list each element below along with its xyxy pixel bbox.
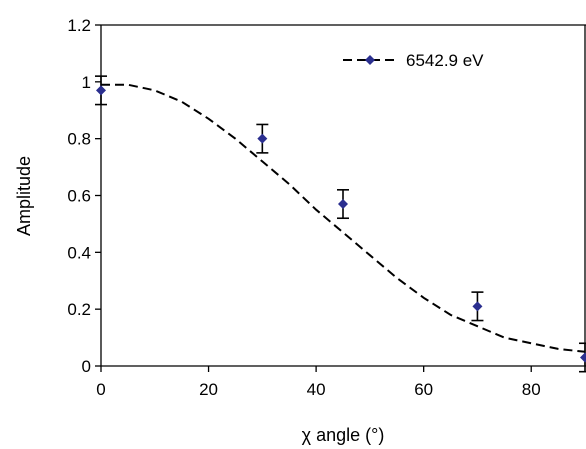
y-tick-label: 1.2 (67, 16, 91, 35)
y-tick-label: 0.2 (67, 300, 91, 319)
y-axis-label: Amplitude (14, 156, 34, 236)
legend: 6542.9 eV (343, 51, 484, 70)
y-tick-label: 0 (82, 357, 91, 376)
x-axis: 0 20 40 60 80 (96, 365, 586, 399)
y-tick-label: 1 (82, 73, 91, 92)
x-ticks: 0 20 40 60 80 (96, 366, 541, 399)
data-point (472, 301, 483, 312)
y-ticks: 0 0.2 0.4 0.6 0.8 1 1.2 (67, 16, 101, 376)
data-point (96, 85, 106, 96)
y-tick-label: 0.6 (67, 187, 91, 206)
x-tick-label: 20 (199, 380, 218, 399)
x-tick-label: 80 (522, 380, 541, 399)
x-tick-label: 60 (414, 380, 433, 399)
legend-label: 6542.9 eV (406, 51, 484, 70)
y-tick-label: 0.8 (67, 130, 91, 149)
x-axis-label: χ angle (°) (302, 425, 385, 445)
error-bars (95, 75, 586, 373)
legend-marker (365, 55, 375, 65)
data-point (257, 133, 268, 144)
x-tick-label: 0 (96, 380, 105, 399)
y-tick-label: 0.4 (67, 243, 91, 262)
data-points (96, 85, 586, 363)
x-tick-label: 40 (307, 380, 326, 399)
data-point (338, 199, 348, 210)
data-point (580, 352, 586, 363)
y-axis: 0 0.2 0.4 0.6 0.8 1 1.2 (67, 16, 102, 376)
